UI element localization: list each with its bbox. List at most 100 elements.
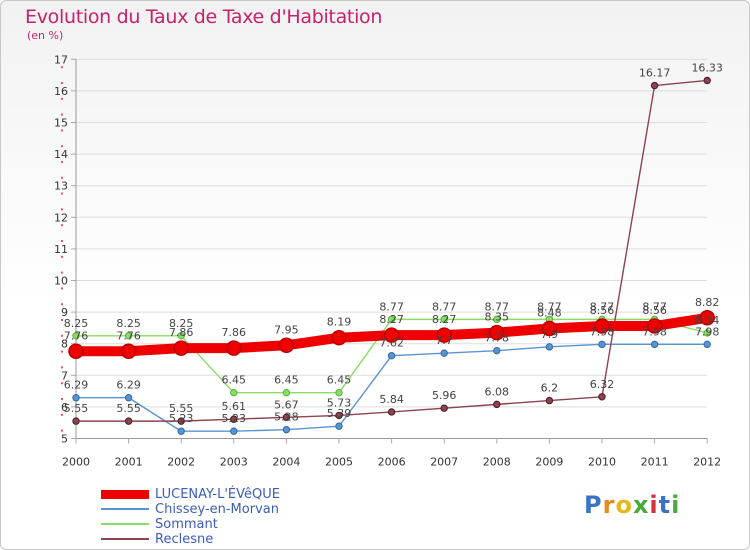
data-label-sommant: 8.77	[537, 300, 562, 313]
data-label-sommant: 6.45	[327, 374, 352, 387]
y-tick-label: 10	[54, 275, 68, 288]
y-tick-label: 9	[61, 306, 68, 319]
data-point-reclesne	[650, 81, 659, 90]
data-point-reclesne	[493, 400, 501, 409]
y-minor-tick	[61, 82, 63, 84]
data-label-sommant: 8.77	[590, 300, 615, 313]
proxiti-logo[interactable]: Proxiti	[584, 491, 680, 519]
data-label-lucenay: 8.27	[379, 313, 404, 326]
data-point-chissey	[72, 394, 80, 402]
data-label-chissey: 5.23	[222, 412, 247, 425]
x-tick-label: 2010	[588, 456, 616, 469]
y-minor-tick	[61, 161, 63, 163]
data-label-lucenay: 7.76	[64, 329, 89, 342]
data-label-chissey: 5.23	[169, 412, 194, 425]
y-tick-label: 12	[54, 211, 68, 224]
data-point-chissey	[545, 343, 554, 351]
data-point-chissey	[387, 352, 396, 360]
data-label-sommant: 8.25	[116, 317, 141, 330]
logo-letter: i	[671, 491, 681, 519]
logo-letter: x	[632, 491, 650, 519]
data-point-chissey	[650, 340, 659, 349]
data-point-chissey	[230, 427, 238, 435]
data-point-reclesne	[177, 417, 185, 425]
logo-letter: i	[649, 491, 659, 519]
data-label-chissey: 7.7	[435, 334, 453, 347]
y-minor-tick	[61, 192, 63, 195]
data-point-reclesne	[703, 76, 711, 85]
y-tick-label: 8	[61, 338, 68, 351]
data-label-lucenay: 8.48	[537, 307, 562, 320]
data-label-reclesne: 6.32	[590, 378, 615, 391]
y-minor-tick	[61, 176, 63, 179]
data-point-lucenay	[594, 318, 610, 334]
y-tick-label: 16	[54, 85, 68, 98]
x-tick-label: 2002	[167, 456, 195, 469]
data-label-sommant: 6.45	[222, 374, 247, 387]
data-label-sommant: 8.77	[432, 300, 457, 313]
data-point-sommant	[72, 332, 80, 340]
data-label-lucenay: 8.35	[485, 311, 510, 324]
data-label-chissey: 7.98	[642, 325, 667, 338]
legend-label-sommant: Sommant	[155, 517, 218, 532]
data-point-lucenay	[120, 343, 137, 360]
x-tick-label: 2003	[220, 456, 248, 469]
data-point-lucenay	[68, 343, 84, 360]
logo-letter: t	[658, 491, 672, 519]
chart-title: Evolution du Taux de Taxe d'Habitation	[25, 6, 383, 28]
y-minor-tick	[61, 224, 63, 227]
y-tick-label: 6	[61, 401, 68, 414]
data-point-lucenay	[489, 324, 505, 341]
data-label-sommant: 8.25	[64, 317, 89, 330]
data-label-reclesne: 5.55	[169, 402, 194, 415]
data-point-reclesne	[598, 393, 606, 401]
y-tick-label: 14	[54, 148, 68, 161]
y-minor-tick	[61, 398, 63, 400]
data-label-lucenay: 8.56	[642, 304, 667, 317]
data-point-chissey	[440, 349, 448, 357]
x-tick-label: 2004	[272, 456, 300, 469]
data-label-chissey: 6.29	[64, 379, 89, 392]
y-minor-tick	[61, 413, 63, 416]
y-minor-tick	[61, 271, 63, 274]
data-label-reclesne: 5.73	[327, 396, 352, 409]
data-label-lucenay: 8.19	[327, 316, 352, 329]
data-point-chissey	[335, 422, 343, 430]
logo-letter: P	[584, 491, 603, 519]
data-point-chissey	[703, 340, 711, 349]
data-label-lucenay: 8.56	[590, 304, 615, 317]
data-label-lucenay: 7.76	[116, 329, 141, 342]
legend-label-reclesne: Reclesne	[155, 532, 214, 547]
data-label-reclesne: 5.61	[222, 400, 247, 413]
data-point-sommant	[177, 332, 185, 340]
data-point-sommant	[493, 315, 501, 324]
legend-label-chissey: Chissey-en-Morvan	[155, 502, 279, 517]
data-label-lucenay: 7.86	[169, 326, 194, 339]
data-label-sommant: 8.25	[169, 317, 194, 330]
y-tick-label: 15	[54, 117, 68, 130]
data-point-reclesne	[282, 413, 291, 422]
y-minor-tick	[61, 240, 63, 242]
data-point-lucenay	[646, 318, 663, 334]
data-label-chissey: 6.29	[116, 379, 141, 392]
data-point-sommant	[335, 388, 343, 397]
data-point-sommant	[440, 315, 448, 324]
x-tick-label: 2005	[325, 456, 353, 469]
y-minor-tick	[61, 287, 63, 290]
x-tick-label: 2012	[693, 456, 721, 469]
y-tick-label: 13	[54, 180, 68, 193]
data-point-chissey	[124, 394, 133, 402]
x-tick-label: 2008	[483, 456, 511, 469]
data-point-chissey	[493, 346, 501, 355]
y-minor-tick	[61, 350, 63, 353]
y-minor-tick	[61, 66, 63, 69]
y-minor-tick	[61, 366, 63, 369]
data-label-chissey: 7.9	[541, 328, 559, 341]
data-point-chissey	[598, 340, 606, 349]
data-label-chissey: 7.98	[695, 325, 720, 338]
y-minor-tick	[61, 303, 63, 306]
x-tick-label: 2001	[115, 456, 143, 469]
data-label-sommant: 8.77	[485, 300, 510, 313]
y-minor-tick	[61, 319, 63, 321]
y-tick-label: 17	[54, 53, 68, 66]
